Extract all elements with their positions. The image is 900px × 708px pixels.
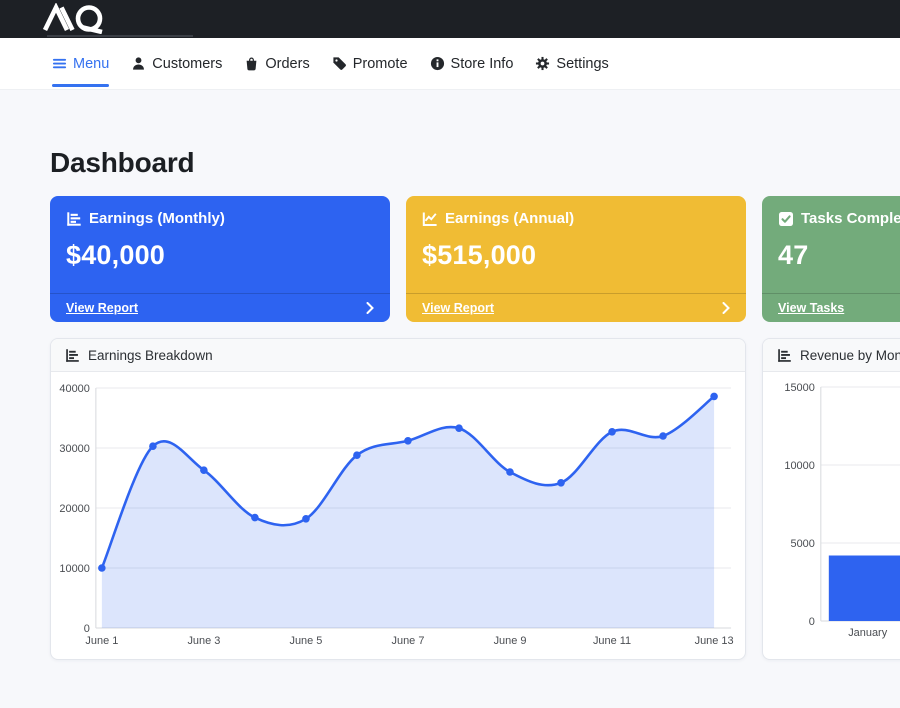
axis-tick-label: 30000 [59,443,89,455]
axis-tick-label: June 11 [593,635,631,647]
card-footer: View Report [406,293,746,322]
view-tasks-link[interactable]: View Tasks [778,301,845,315]
stat-cards-row: Earnings (Monthly) $40,000 View Report E [50,196,900,322]
line-chart-icon [422,212,437,226]
nav-item-label: Promote [352,55,408,72]
nav-item-label: Orders [265,55,310,72]
chevron-right-icon[interactable] [366,302,374,314]
chart-title: Revenue by Month [800,347,900,363]
axis-tick-label: June 9 [494,635,527,647]
nav-item-customers[interactable]: Customers [131,38,222,89]
shopping-bag-icon [247,57,257,71]
axis-tick-label: June 7 [392,635,425,647]
bar-chart-icon [778,348,791,362]
earnings-breakdown-card: Earnings Breakdown 0 10000 20000 30000 40000… [50,338,746,660]
chart-card-header: Revenue by Month [763,339,900,372]
revenue-by-month-card: Revenue by Month 0 5000 10000 15000 January [762,338,900,660]
data-point[interactable] [404,437,412,445]
card-footer: View Tasks [762,293,900,322]
data-point[interactable] [608,428,616,436]
axis-tick-label: June 3 [187,635,220,647]
data-point[interactable] [506,468,514,476]
axis-tick-label: January [848,627,887,639]
page-title: Dashboard [50,147,195,178]
bar-chart-icon [66,348,79,362]
logo-underline [47,35,193,37]
nav-item-label: Menu [73,55,110,72]
axis-tick-label: 40000 [59,383,89,395]
charts-row: Earnings Breakdown 0 10000 20000 30000 40000… [50,338,900,660]
view-report-link[interactable]: View Report [422,301,495,315]
axis-tick-label: 0 [809,616,815,628]
brand-logo[interactable] [42,2,132,39]
axis-tick-label: 15000 [784,382,814,394]
data-point[interactable] [251,513,259,522]
data-point[interactable] [200,466,208,474]
nav-item-label: Store Info [450,55,514,72]
area-fill [101,396,715,628]
nav-item-label: Settings [556,55,609,72]
axis-tick-label: 20000 [59,503,89,515]
hamburger-icon [52,58,67,69]
data-point[interactable] [98,564,106,572]
data-point[interactable] [302,515,310,523]
data-point[interactable] [659,432,667,440]
card-title: Tasks Completed [801,210,900,227]
chevron-right-icon[interactable] [722,302,730,314]
card-value: $515,000 [422,240,537,270]
card-body: Earnings (Monthly) $40,000 [50,196,390,293]
top-app-bar [0,0,900,38]
card-body: Tasks Completed 47 [762,196,900,293]
tasks-completed-card[interactable]: Tasks Completed 47 View Tasks [762,196,900,322]
check-square-icon [779,211,793,226]
revenue-bar-chart: 0 5000 10000 15000 January [784,382,900,639]
card-value: 47 [778,240,809,270]
person-icon [133,57,145,70]
tag-icon [333,57,346,70]
bar[interactable] [828,555,900,622]
card-title: Earnings (Monthly) [89,210,225,227]
data-point[interactable] [353,451,361,459]
card-body: Earnings (Annual) $515,000 [406,196,746,293]
aq-logo-icon [42,2,103,35]
info-circle-icon [430,56,444,71]
earnings-monthly-card[interactable]: Earnings (Monthly) $40,000 View Report [50,196,390,322]
bar-chart-icon [67,211,81,226]
card-value: $40,000 [66,240,165,270]
nav-item-orders[interactable]: Orders [244,38,310,89]
nav-item-promote[interactable]: Promote [332,38,408,89]
earnings-annual-card[interactable]: Earnings (Annual) $515,000 View Report [406,196,746,322]
chart-card-body: 0 5000 10000 15000 January [763,372,900,659]
card-footer: View Report [50,293,390,322]
axis-tick-label: June 5 [289,635,322,647]
card-title: Earnings (Annual) [445,210,575,227]
axis-tick-label: 5000 [790,538,814,550]
main-navigation: Menu Customers Orders Promote Store Info [0,38,900,90]
nav-item-store-info[interactable]: Store Info [430,38,514,89]
data-point[interactable] [557,479,565,487]
dashboard-page: Dashboard Earnings (Monthly) $40,000 Vie… [0,90,900,660]
chart-card-body: 0 10000 20000 30000 40000 June 1 June 3 June 5 J… [51,372,745,659]
data-point[interactable] [149,442,157,450]
gear-icon [536,56,550,71]
chart-title: Earnings Breakdown [88,347,213,363]
data-point[interactable] [455,424,463,432]
axis-tick-label: June 13 [695,635,734,647]
view-report-link[interactable]: View Report [66,301,139,315]
axis-tick-label: June 1 [85,635,118,647]
earnings-line-chart: 0 10000 20000 30000 40000 June 1 June 3 June 5 J… [59,383,734,647]
nav-item-label: Customers [152,55,223,72]
nav-item-menu[interactable]: Menu [52,38,110,89]
axis-tick-label: 10000 [784,460,814,472]
data-point[interactable] [710,392,718,401]
axis-tick-label: 0 [84,623,90,635]
chart-card-header: Earnings Breakdown [51,339,745,372]
axis-tick-label: 10000 [59,563,89,575]
nav-item-settings[interactable]: Settings [535,38,609,89]
